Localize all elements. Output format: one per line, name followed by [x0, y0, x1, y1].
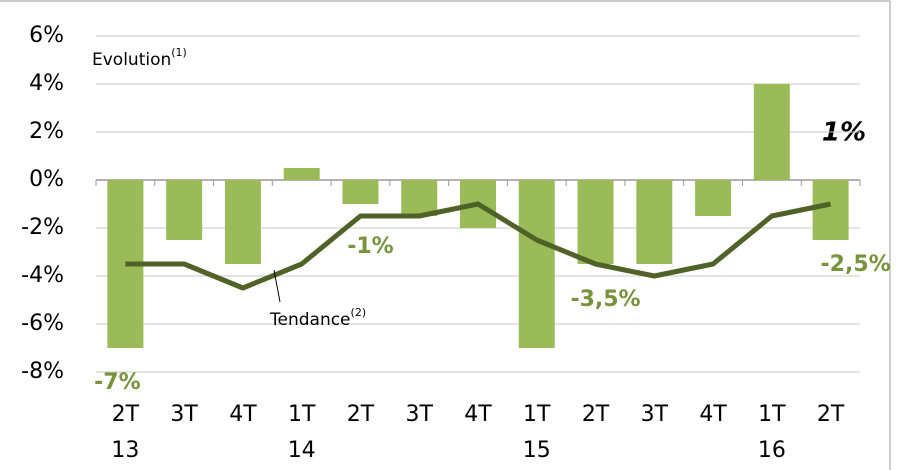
- x-tick-label: 4T: [464, 402, 492, 427]
- x-tick-label: 4T: [229, 402, 257, 427]
- series-label: Tendance(2): [269, 306, 366, 330]
- bar: [166, 180, 203, 240]
- x-year-label: 16: [758, 438, 786, 463]
- bar: [224, 180, 261, 264]
- bar: [812, 180, 849, 240]
- bar: [518, 180, 555, 348]
- bar: [283, 168, 320, 180]
- bar: [695, 180, 732, 216]
- y-tick-label: -8%: [21, 359, 64, 384]
- x-tick-label: 3T: [641, 402, 669, 427]
- bar: [577, 180, 614, 264]
- y-tick-label: -6%: [21, 311, 64, 336]
- leader-line: [273, 269, 281, 303]
- y-tick-label: 2%: [29, 119, 64, 144]
- x-tick-label: 3T: [406, 402, 434, 427]
- x-tick-label: 1T: [523, 402, 551, 427]
- series-note: (2): [351, 306, 367, 319]
- value-label: -1%: [347, 234, 393, 259]
- bar: [342, 180, 379, 204]
- series-name: Evolution: [92, 50, 171, 70]
- x-tick-label: 2T: [817, 402, 845, 427]
- x-year-label: 15: [523, 438, 551, 463]
- trend-line: [125, 201, 832, 291]
- y-tick-label: 4%: [29, 71, 64, 96]
- x-tick-label: 1T: [288, 402, 316, 427]
- y-tick-label: -4%: [21, 263, 64, 288]
- y-tick-label: 0%: [29, 167, 64, 192]
- x-year-label: 14: [288, 438, 316, 463]
- y-tick-label: 6%: [29, 23, 64, 48]
- series-label: Evolution(1): [92, 46, 187, 70]
- x-tick-label: 2T: [112, 402, 140, 427]
- value-label: -7%: [94, 370, 140, 395]
- x-tick-label: 3T: [170, 402, 198, 427]
- y-tick-label: -2%: [21, 215, 64, 240]
- series-note: (1): [171, 46, 187, 59]
- series-name: Tendance: [269, 310, 351, 330]
- x-year-label: 13: [111, 438, 139, 463]
- x-tick-label: 4T: [699, 402, 727, 427]
- value-label: -2,5%: [821, 252, 891, 277]
- bar: [753, 84, 790, 180]
- bar: [636, 180, 673, 264]
- x-tick-label: 2T: [347, 402, 375, 427]
- bar: [401, 180, 438, 216]
- x-tick-label: 2T: [582, 402, 610, 427]
- x-tick-label: 1T: [758, 402, 786, 427]
- value-label: -3,5%: [570, 287, 640, 312]
